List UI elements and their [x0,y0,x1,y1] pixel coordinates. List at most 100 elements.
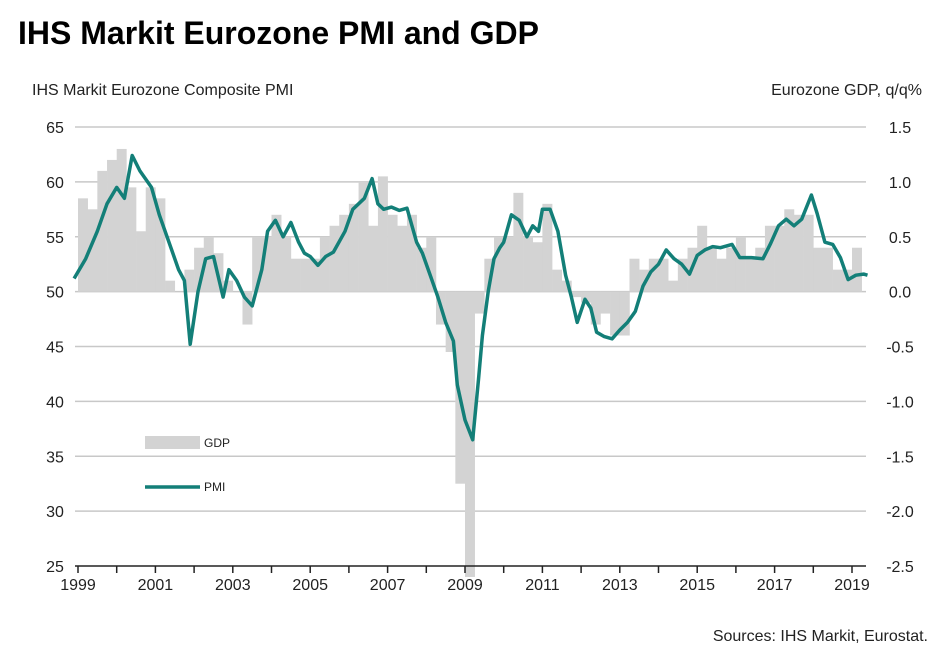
gdp-bar [735,236,746,292]
gdp-bar [503,236,514,292]
gdp-bar [261,236,272,292]
gdp-bar [281,236,292,292]
right-tick-label: 1.5 [889,120,911,137]
gdp-bar [668,280,679,292]
gdp-bar [145,187,156,292]
gdp-bar [542,203,553,292]
gdp-bar [155,198,166,292]
gdp-bar [852,247,862,292]
gdp-bar [223,280,234,292]
left-tick-label: 60 [46,175,64,192]
gdp-bar [494,236,504,292]
legend-gdp-label: GDP [204,436,230,450]
gdp-bar [590,291,601,325]
right-tick-label: 1.0 [889,175,911,192]
x-tick-label: 2011 [525,577,560,594]
gdp-bar [387,214,398,292]
gdp-bar [523,236,534,292]
gdp-bar [581,291,592,303]
pmi-line-group [72,153,868,442]
gdp-bar [300,258,311,292]
gdp-bar [455,291,466,484]
chart-title: IHS Markit Eurozone PMI and GDP [18,15,539,51]
gdp-bar [203,236,214,292]
gdp-bar [348,203,359,292]
left-tick-label: 25 [46,559,64,576]
x-tick-label: 1999 [60,577,96,594]
gdp-bar [513,192,524,292]
left-tick-label: 65 [46,120,64,137]
gdp-bar [368,225,379,292]
gdp-bar [474,291,485,314]
gdp-bar [252,236,263,292]
x-tick-label: 2009 [447,577,483,594]
gdp-bar [774,225,785,292]
legend: GDP PMI [145,436,230,494]
gdp-bar [377,176,388,292]
right-tick-label: -1.0 [886,394,914,411]
gdp-bar [126,187,137,292]
gdp-bar [658,258,669,292]
left-tick-label: 35 [46,449,64,466]
gdp-bar [397,225,408,292]
gdp-bar [619,291,630,336]
gdp-bar [552,269,563,292]
gdp-bar [726,247,737,292]
gdp-bar [78,198,88,292]
right-tick-label: 0.0 [889,285,911,302]
gdp-bar [832,269,843,292]
right-tick-label: -0.5 [886,340,914,357]
x-tick-label: 2007 [370,577,406,594]
gdp-bar [290,258,301,292]
gdp-bar [716,258,727,292]
source-note: Sources: IHS Markit, Eurostat. [713,628,928,645]
x-tick-label: 2005 [292,577,328,594]
right-tick-label: -2.5 [886,559,914,576]
right-tick-label: -2.0 [886,504,914,521]
gdp-bar [822,247,833,292]
gdp-bar [184,269,195,292]
gdp-bar [426,236,437,292]
right-tick-label: 0.5 [889,230,911,247]
legend-pmi-label: PMI [204,480,225,494]
left-tick-label: 45 [46,340,64,357]
gdp-bar [764,225,775,292]
gdp-bar [745,258,756,292]
gdp-bar [532,242,543,292]
gdp-bar [793,214,804,292]
gdp-bar [445,291,456,352]
left-tick-label: 30 [46,504,64,521]
gdp-bar [648,258,659,292]
gdp-bar [136,231,147,292]
gdp-bar [697,225,708,292]
gdp-bar [803,214,814,292]
gdp-bar [406,214,417,292]
gdp-bar [358,181,369,292]
x-tick-label: 2015 [679,577,715,594]
legend-gdp-swatch [145,436,200,449]
gdp-bar [310,258,321,292]
gdp-bar [194,247,205,292]
x-tick-label: 2019 [834,577,870,594]
left-tick-label: 40 [46,394,64,411]
right-tick-label: -1.5 [886,449,914,466]
gdp-bar [416,247,427,292]
axes: 65 60 55 50 45 40 35 30 25 1.5 1.0 0.5 0.0 -0.5 -1.0 -1… [46,120,914,594]
gdp-bar [755,247,766,292]
gdp-bar [610,291,621,336]
left-tick-label: 50 [46,285,64,302]
gdp-bar [571,291,582,298]
gdp-bar [165,280,176,292]
right-axis-label: Eurozone GDP, q/q% [771,82,922,99]
gdp-bar [329,225,340,292]
gdp-bar [813,247,824,292]
gdp-bar [107,159,117,292]
x-tick-label: 2003 [215,577,251,594]
left-tick-label: 55 [46,230,64,247]
x-tick-label: 2001 [138,577,174,594]
gdp-bars [78,148,862,577]
x-tick-label: 2013 [602,577,638,594]
gdp-bar [271,214,282,292]
gdp-bar [706,247,717,292]
